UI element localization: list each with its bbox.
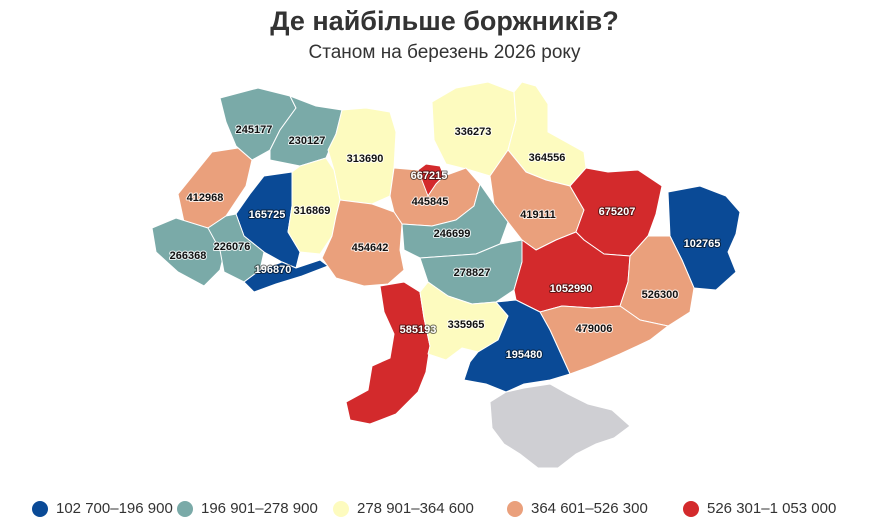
- region-value-label: 445845: [412, 196, 449, 208]
- region-area[interactable]: [321, 199, 405, 287]
- legend-swatch: [32, 500, 48, 517]
- legend-swatch: [507, 500, 523, 517]
- region-value-label: 278827: [454, 267, 491, 279]
- region-value-label: 526300: [642, 289, 679, 301]
- region-area[interactable]: [619, 235, 695, 327]
- region-value-label: 675207: [599, 206, 636, 218]
- region-area[interactable]: [345, 281, 431, 425]
- legend-label: 364 601–526 300: [531, 500, 648, 517]
- map-subtitle: Станом на березень 2026 року: [308, 42, 581, 63]
- region-value-label: 196870: [255, 264, 292, 276]
- region-value-label: 336273: [455, 126, 492, 138]
- region-value-label: 667215: [411, 170, 448, 182]
- region-value-label: 230127: [289, 135, 326, 147]
- region-value-label: 316869: [294, 205, 331, 217]
- legend-label: 278 901–364 600: [357, 500, 474, 517]
- legend-item-5[interactable]: 526 301–1 053 000: [683, 500, 836, 517]
- region-value-label: 195480: [506, 349, 543, 361]
- legend-label: 102 700–196 900: [56, 500, 173, 517]
- legend-swatch: [683, 500, 699, 517]
- region-value-label: 479006: [576, 323, 613, 335]
- legend-swatch: [177, 500, 193, 517]
- legend-swatch: [333, 500, 349, 517]
- legend-item-2[interactable]: 196 901–278 900: [177, 500, 318, 517]
- legend-item-1[interactable]: 102 700–196 900: [32, 500, 173, 517]
- legend-label: 526 301–1 053 000: [707, 500, 837, 517]
- region-value-label: 246699: [434, 228, 471, 240]
- region-value-label: 419111: [520, 209, 556, 221]
- region-area[interactable]: [207, 213, 265, 283]
- region-value-label: 226076: [214, 241, 251, 253]
- region-area[interactable]: [151, 217, 227, 287]
- region-value-label: 165725: [249, 209, 286, 221]
- region-value-label: 454642: [352, 242, 389, 254]
- region-value-label: 313690: [347, 153, 384, 165]
- map-title: Де найбільше боржників?: [270, 6, 619, 36]
- region-area[interactable]: [463, 299, 571, 393]
- legend: 102 700–196 900 196 901–278 900 278 901–…: [0, 500, 889, 524]
- region-value-label: 1052990: [550, 283, 593, 295]
- region-area[interactable]: [243, 259, 329, 293]
- region-value-label: 585193: [400, 324, 437, 336]
- region-value-label: 364556: [529, 152, 566, 164]
- region-area[interactable]: [327, 107, 397, 205]
- legend-label: 196 901–278 900: [201, 500, 318, 517]
- legend-item-3[interactable]: 278 901–364 600: [333, 500, 474, 517]
- region-value-label: 335965: [448, 319, 485, 331]
- region-value-label: 266368: [170, 250, 207, 262]
- region-no-data: [489, 383, 631, 469]
- region-value-label: 102765: [684, 238, 721, 250]
- region-value-label: 412968: [187, 192, 224, 204]
- region-value-label: 245177: [236, 124, 273, 136]
- ukraine-map: 245177 230127 313690 336273 364556 667215 4129…: [151, 81, 741, 469]
- legend-item-4[interactable]: 364 601–526 300: [507, 500, 648, 517]
